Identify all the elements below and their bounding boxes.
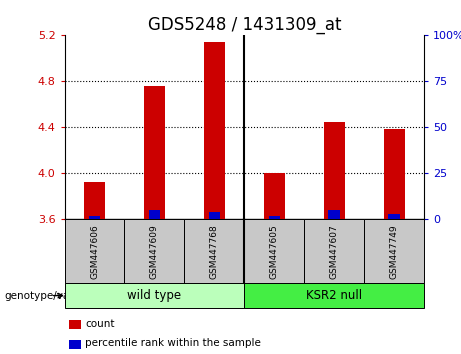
- Bar: [89, 216, 100, 219]
- Text: GSM447607: GSM447607: [330, 224, 339, 279]
- Bar: [204, 42, 225, 219]
- Text: GSM447749: GSM447749: [390, 224, 399, 279]
- Text: count: count: [85, 319, 115, 329]
- Bar: [324, 122, 345, 219]
- Bar: [388, 214, 400, 219]
- Bar: [268, 216, 280, 219]
- Bar: [84, 182, 105, 219]
- Text: genotype/variation: genotype/variation: [5, 291, 104, 301]
- Text: GSM447768: GSM447768: [210, 224, 219, 279]
- Text: GSM447606: GSM447606: [90, 224, 99, 279]
- Text: GSM447605: GSM447605: [270, 224, 279, 279]
- Text: GSM447609: GSM447609: [150, 224, 159, 279]
- Bar: [144, 86, 165, 219]
- Title: GDS5248 / 1431309_at: GDS5248 / 1431309_at: [148, 16, 341, 34]
- Bar: [208, 212, 220, 219]
- Bar: [384, 129, 405, 219]
- Bar: [328, 210, 340, 219]
- Text: wild type: wild type: [127, 289, 182, 302]
- Text: KSR2 null: KSR2 null: [306, 289, 362, 302]
- Bar: [148, 210, 160, 219]
- Bar: [264, 173, 285, 219]
- Text: percentile rank within the sample: percentile rank within the sample: [85, 338, 261, 348]
